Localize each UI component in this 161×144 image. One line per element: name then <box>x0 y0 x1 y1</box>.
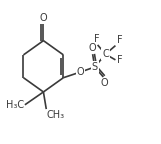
Text: O: O <box>100 78 108 88</box>
Text: O: O <box>88 43 96 53</box>
Text: H₃C: H₃C <box>6 100 24 110</box>
Text: O: O <box>77 67 84 77</box>
Text: S: S <box>92 62 98 72</box>
Text: CH₃: CH₃ <box>47 110 65 120</box>
Text: O: O <box>40 13 47 23</box>
Text: F: F <box>94 34 100 44</box>
Text: F: F <box>117 55 122 65</box>
Text: C: C <box>102 49 109 59</box>
Text: F: F <box>117 35 122 45</box>
